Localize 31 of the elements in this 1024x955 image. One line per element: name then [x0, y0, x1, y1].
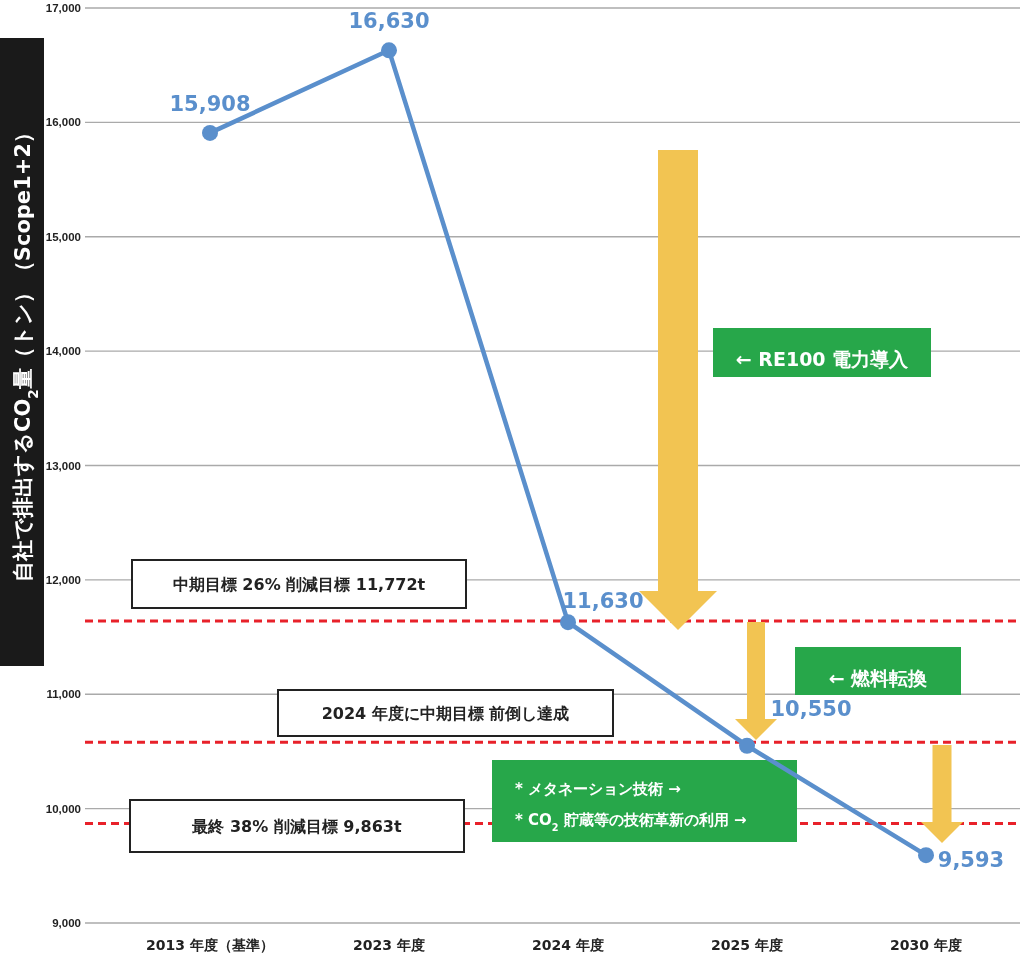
data-label: 9,593 — [937, 848, 1005, 873]
y-tick-label: 16,000 — [45, 116, 81, 129]
data-label: 16,630 — [348, 9, 430, 34]
x-tick-label: 2024 年度 — [532, 937, 604, 953]
annotation: ← 燃料転換 — [828, 667, 929, 689]
ref-line-label: 最終 38% 削減目標 9,863t — [191, 817, 402, 836]
ref-line-label: 2024 年度に中期目標 前倒し達成 — [321, 704, 570, 723]
data-label: 11,630 — [562, 589, 644, 614]
y-tick-label: 11,000 — [46, 688, 81, 701]
y-tick-label: 14,000 — [45, 345, 81, 358]
data-label: 10,550 — [770, 696, 852, 721]
annotation: * CO$_{2}$ 貯蔵等の技術革新の利用 → — [515, 811, 747, 833]
ref-line-label: 中期目標 26% 削減目標 11,772t — [172, 575, 426, 594]
x-tick-label: 2025 年度 — [711, 937, 783, 953]
point — [918, 847, 934, 864]
y-tick-label: 13,000 — [45, 459, 81, 472]
x-tick-label: 2023 年度 — [353, 937, 425, 953]
point — [202, 124, 218, 141]
point — [560, 614, 576, 631]
y-tick-label: 15,000 — [45, 230, 81, 243]
y-tick-label: 12,000 — [45, 573, 81, 586]
annotation: ← RE100 電力導入 — [735, 348, 910, 370]
data-label: 15,908 — [169, 91, 251, 116]
point — [739, 737, 755, 754]
y-tick-label: 9,000 — [52, 917, 81, 929]
y-tick-label: 10,000 — [45, 802, 81, 815]
point — [381, 42, 397, 59]
annotation: * メタネーション技術 → — [515, 780, 681, 798]
x-tick-label: 2030 年度 — [890, 937, 962, 953]
x-tick-label: 2013 年度（基準） — [146, 937, 274, 953]
y-tick-label: 17,000 — [45, 2, 81, 14]
